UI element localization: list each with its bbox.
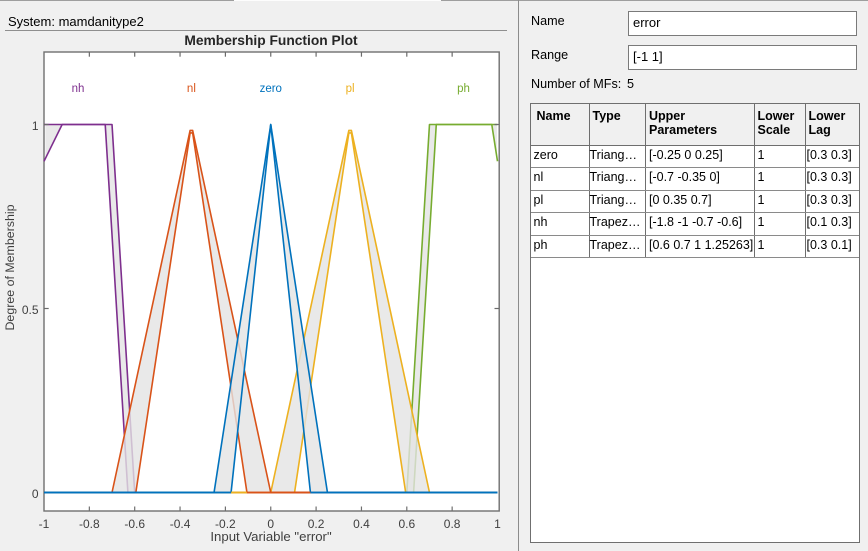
svg-text:0: 0 [32, 487, 39, 501]
svg-text:-0.4: -0.4 [170, 517, 191, 531]
svg-text:1: 1 [494, 517, 501, 531]
svg-text:ph: ph [457, 83, 470, 95]
svg-text:nh: nh [72, 83, 85, 95]
svg-text:0.5: 0.5 [22, 303, 39, 317]
svg-text:-1: -1 [39, 517, 50, 531]
svg-text:-0.6: -0.6 [124, 517, 145, 531]
svg-text:1: 1 [32, 119, 39, 133]
svg-text:-0.8: -0.8 [79, 517, 100, 531]
svg-text:0.4: 0.4 [353, 517, 370, 531]
svg-text:Input Variable "error": Input Variable "error" [210, 529, 332, 544]
svg-text:0.8: 0.8 [444, 517, 461, 531]
svg-text:0.2: 0.2 [308, 517, 325, 531]
svg-text:Membership Function Plot: Membership Function Plot [184, 33, 358, 48]
svg-text:0: 0 [267, 517, 274, 531]
svg-text:Degree of Membership: Degree of Membership [3, 204, 17, 330]
svg-text:-0.2: -0.2 [215, 517, 236, 531]
svg-text:pl: pl [346, 83, 355, 95]
svg-text:nl: nl [187, 83, 196, 95]
svg-text:0.6: 0.6 [398, 517, 415, 531]
svg-text:zero: zero [260, 83, 282, 95]
